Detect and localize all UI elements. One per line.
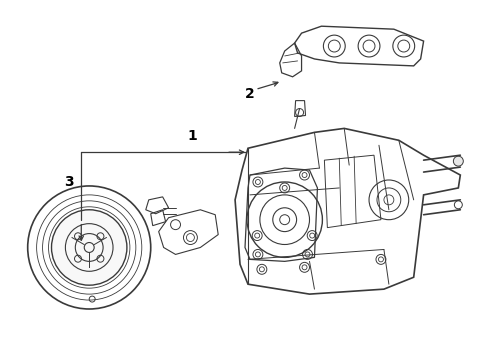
Text: 3: 3 (65, 175, 74, 189)
Text: 1: 1 (188, 129, 197, 143)
Text: 2: 2 (245, 87, 255, 101)
Circle shape (453, 156, 464, 166)
Circle shape (51, 210, 127, 285)
